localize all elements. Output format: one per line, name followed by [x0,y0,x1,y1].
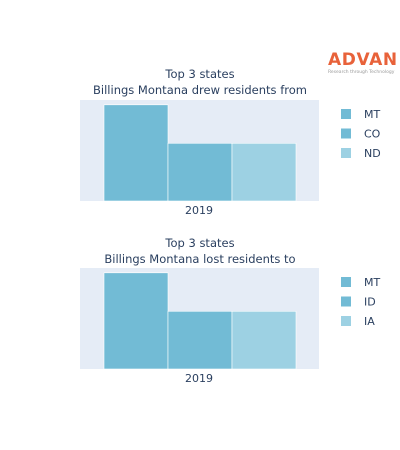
bar-mt [103,272,169,370]
bar-id [167,310,233,370]
legend-swatch-co[interactable] [341,128,351,139]
x-tick-label: 2019 [185,372,213,385]
chart-subtitle: Billings Montana lost residents to [104,252,295,266]
bar-co [167,142,233,202]
legend-swatch-id[interactable] [341,296,351,307]
advan-logo-wordmark: ADVAN [328,50,398,70]
advan-logo: ADVAN Research through Technology [328,50,398,76]
legend-label-nd[interactable]: ND [364,147,381,160]
chart-title: Top 3 states [164,67,234,81]
legend-label-mt[interactable]: MT [364,108,380,121]
legend-label-ia[interactable]: IA [364,315,375,328]
chart-drew-residents-from: Top 3 states Billings Montana drew resid… [80,67,381,217]
legend-swatch-mt[interactable] [341,109,351,119]
advan-logo-tagline: Research through Technology [328,70,395,75]
legend: MT CO ND [341,108,381,160]
legend-swatch-nd[interactable] [341,148,351,158]
legend: MT ID IA [341,276,380,328]
legend-swatch-mt[interactable] [341,277,351,287]
bar-nd [231,142,297,202]
legend-swatch-ia[interactable] [341,316,351,326]
chart-subtitle: Billings Montana drew residents from [93,83,307,97]
legend-label-id[interactable]: ID [364,296,376,309]
x-tick-label: 2019 [185,204,213,217]
chart-title: Top 3 states [164,236,234,250]
bar-mt [103,104,169,202]
legend-label-co[interactable]: CO [364,128,381,141]
bar-ia [231,310,297,370]
legend-label-mt[interactable]: MT [364,276,380,289]
chart-lost-residents-to: Top 3 states Billings Montana lost resid… [80,236,380,385]
